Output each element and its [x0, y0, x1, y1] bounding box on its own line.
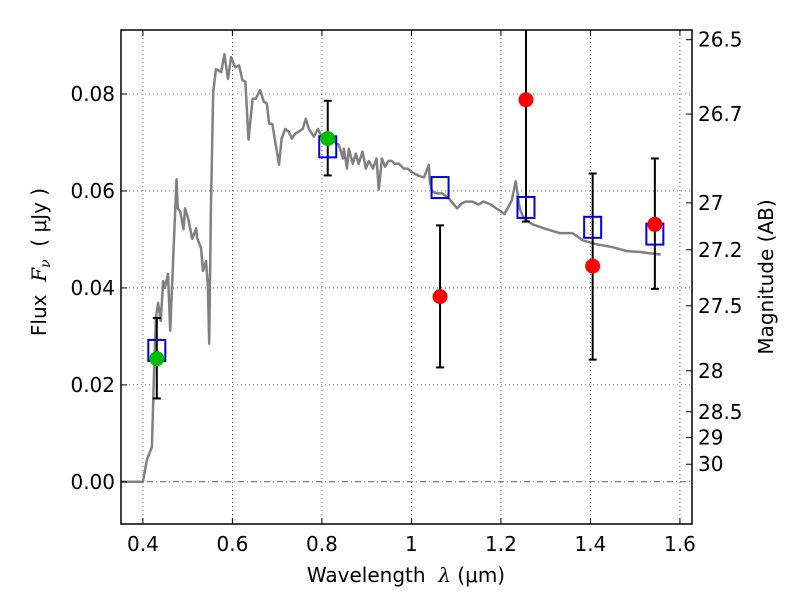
data-point: [518, 92, 534, 108]
y2-tick-label: 26.7: [698, 102, 743, 126]
data-point: [320, 131, 336, 147]
x-tick-label: 1.6: [664, 532, 696, 556]
model-flux-marker: [516, 195, 536, 219]
x-axis-label-prefix: Wavelength: [307, 563, 438, 587]
model-flux-marker: [430, 176, 450, 200]
y2-tick-label: 27.5: [698, 294, 743, 318]
y-tick-label: 0.00: [70, 470, 115, 494]
y2-tick-label: 26.5: [698, 28, 743, 52]
x-axis-ticks: 0.4 0.6 0.8 1 1.2 1.4 1.6: [127, 30, 696, 556]
y-tick-label: 0.08: [70, 82, 115, 106]
data-point: [647, 216, 663, 232]
spectrum-polyline: [121, 52, 661, 484]
y-axis-ticks: 0.00 0.02 0.04 0.06 0.08: [70, 82, 127, 494]
errorbars: [152, 30, 659, 400]
y2-tick-label: 27: [698, 191, 723, 215]
y-axis-label-suffix: ( μJy ): [27, 188, 51, 260]
x-tick-label: 0.8: [306, 532, 338, 556]
data-point: [149, 351, 165, 367]
y2-tick-label: 28.5: [698, 400, 743, 424]
y2-tick-label: 28: [698, 359, 723, 383]
y-axis-label-prefix: Flux: [27, 282, 51, 336]
spectrum-line: [121, 52, 661, 484]
x-tick-label: 1.4: [575, 532, 607, 556]
model-markers: [147, 135, 665, 362]
x-tick-label: 1.2: [485, 532, 517, 556]
x-tick-label: 0.4: [127, 532, 159, 556]
x-axis-label-symbol: λ: [437, 563, 451, 587]
y2-tick-label: 30: [698, 452, 723, 476]
y2-tick-label: 29: [698, 426, 723, 450]
y-axis-label-subscript: ν: [38, 259, 54, 268]
y-axis-label: Flux Fν ( μJy ): [27, 188, 54, 336]
y-axis-label-symbol: F: [27, 267, 51, 283]
data-points: [149, 92, 663, 367]
data-point: [432, 289, 448, 305]
x-axis-label-suffix: (μm): [451, 563, 505, 587]
axes-frame: [120, 29, 693, 525]
x-axis-label: Wavelength λ (μm): [307, 563, 505, 587]
y-tick-label: 0.06: [70, 179, 115, 203]
data-point: [585, 258, 601, 274]
y-tick-label: 0.02: [70, 373, 115, 397]
y-tick-label: 0.04: [70, 276, 115, 300]
x-tick-label: 1: [405, 532, 418, 556]
model-flux-marker: [583, 215, 603, 239]
y2-axis-label: Magnitude (AB): [754, 199, 778, 354]
y2-tick-label: 27.2: [698, 238, 743, 262]
x-tick-label: 0.6: [217, 532, 249, 556]
